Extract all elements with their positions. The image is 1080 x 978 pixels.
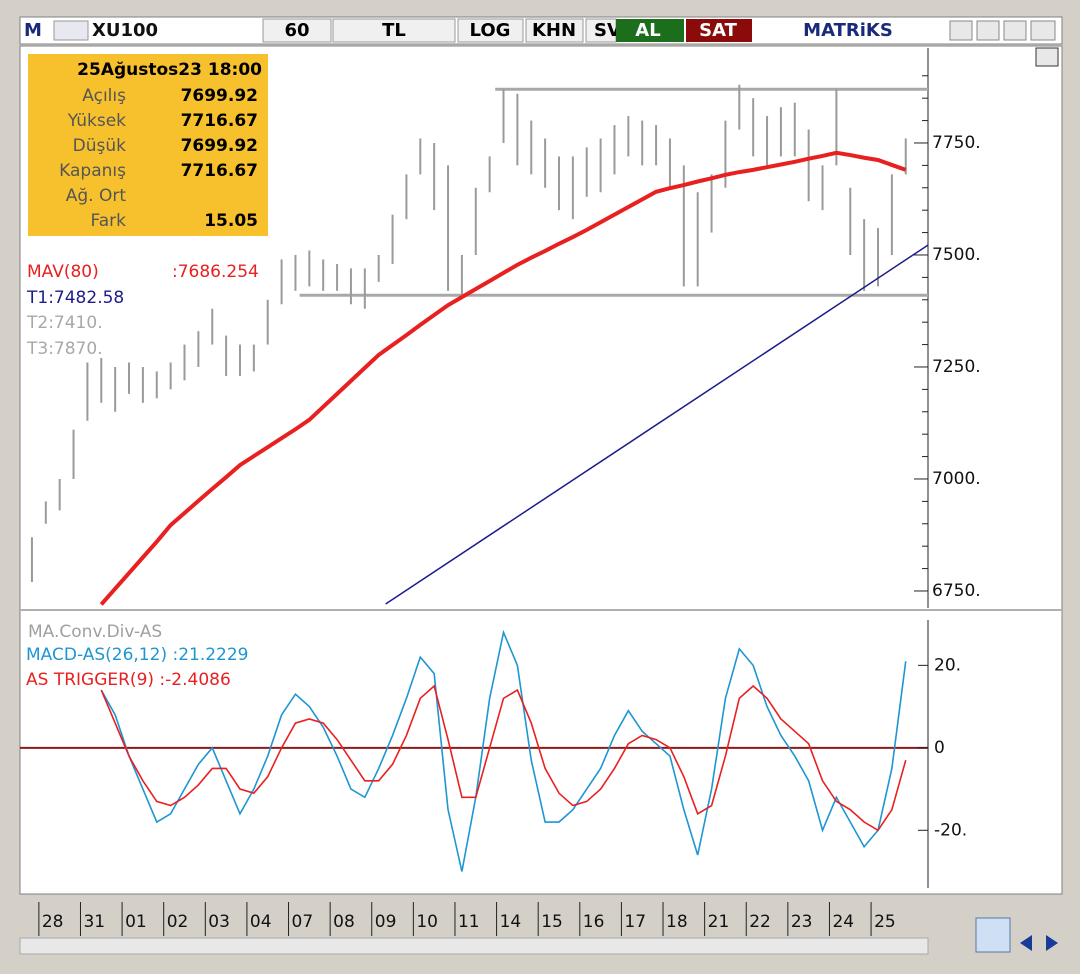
y-tick-label: 7000. [932,469,981,489]
minimize-button[interactable] [976,20,1000,41]
y-tick-label: 7500. [932,245,981,265]
info-label: Yüksek [67,111,126,131]
currency-cell[interactable] [332,18,456,43]
y-tick-label: 6750. [932,581,981,601]
info-label: Fark [91,211,127,231]
y-tick-label: -20. [934,820,967,840]
y-tick-label: 0 [934,738,945,758]
brand: MATRiKS [803,20,893,41]
x-tick-label: 15 [541,912,563,932]
x-tick-label: 31 [83,912,105,932]
x-tick-label: 08 [333,912,355,932]
close-button[interactable] [1030,20,1056,41]
legend-name: MACD-AS(26,12) :21.2229 [26,645,249,665]
ma-line [99,150,907,606]
x-tick-label: 04 [250,912,272,932]
x-tick-label: 23 [791,912,813,932]
x-tick-label: 24 [832,912,854,932]
currency[interactable]: TL [382,20,406,41]
indicator-line [100,684,907,832]
symbol[interactable]: XU100 [92,20,158,41]
khn-button[interactable]: KHN [532,20,576,41]
x-tick-label: 03 [208,912,230,932]
info-value: 7716.67 [181,161,258,181]
log-button[interactable]: LOG [470,20,511,41]
period-cell[interactable] [262,18,332,43]
info-date: 25Ağustos23 18:00 [77,60,262,80]
y-tick-label: 7750. [932,133,981,153]
trend-line [385,244,929,605]
level-label: T3:7870. [26,339,103,359]
buy-cell[interactable] [616,19,684,42]
x-tick-label: 16 [583,912,605,932]
x-tick-label: 25 [874,912,896,932]
panel-button[interactable] [1035,47,1059,67]
x-tick-label: 11 [458,912,480,932]
period[interactable]: 60 [284,20,309,41]
dropdown-button[interactable] [949,20,973,41]
scroll-left[interactable] [1020,935,1032,951]
trend-label: T1:7482.58 [26,288,124,308]
y-tick-label: 7250. [932,357,981,377]
info-value: 7716.67 [181,111,258,131]
x-tick-label: 02 [167,912,189,932]
log-cell[interactable] [457,18,524,43]
info-value: 7699.92 [181,86,258,106]
info-label: Düşük [73,136,126,156]
info-label: Kapanış [59,161,126,181]
x-tick-label: 17 [624,912,646,932]
logo: M [24,20,42,41]
x-tick-label: 14 [500,912,522,932]
info-label: Açılış [82,86,126,106]
scrollbar[interactable] [19,937,929,955]
legend-value: :7686.254 [172,262,259,282]
x-tick-label: 22 [749,912,771,932]
y-tick-label: 20. [934,655,961,675]
info-box [28,54,268,236]
level-label: T2:7410. [26,313,103,333]
sell-button[interactable]: SAT [699,20,737,41]
toolbar: M XU100 60 TL LOG KHN SV AL SAT MATRiKS [19,16,1063,67]
x-tick-label: 21 [708,912,730,932]
refresh-button[interactable] [975,917,1011,953]
info-label: Ağ. Ort [66,186,127,206]
maximize-button[interactable] [1003,20,1027,41]
panel-title: MA.Conv.Div-AS [28,622,162,642]
info-value: 7699.92 [181,136,258,156]
indicator-line [100,629,907,872]
x-tick-label: 07 [292,912,314,932]
x-tick-label: 18 [666,912,688,932]
x-tick-label: 01 [125,912,147,932]
sell-cell[interactable] [686,19,752,42]
chart-icon[interactable] [53,20,89,41]
x-tick-label: 28 [42,912,64,932]
khn-cell[interactable] [525,18,584,43]
x-tick-label: 10 [416,912,438,932]
x-tick-label: 09 [375,912,397,932]
buy-button[interactable]: AL [635,20,660,41]
legend-name: AS TRIGGER(9) :-2.4086 [26,670,231,690]
info-value: 15.05 [204,211,258,231]
scroll-right[interactable] [1046,935,1058,951]
legend-name: MAV(80) [27,262,99,282]
sv-button[interactable]: SV [594,20,621,41]
